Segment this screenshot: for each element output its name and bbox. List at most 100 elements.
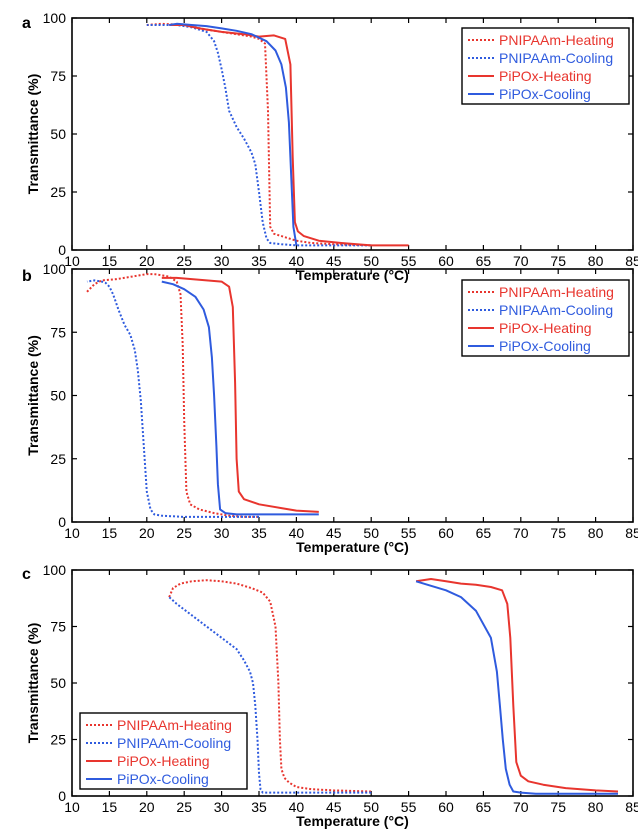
x-tick-label: 60 <box>438 525 454 541</box>
x-tick-label: 35 <box>251 525 267 541</box>
series-line-pnipaam-heating <box>146 22 372 247</box>
x-tick-label: 75 <box>550 525 566 541</box>
y-tick-label: 25 <box>50 184 66 200</box>
y-tick-label: 50 <box>50 126 66 142</box>
panel-label: b <box>22 268 32 285</box>
x-tick-label: 80 <box>588 525 604 541</box>
y-tick-label: 100 <box>43 261 67 277</box>
y-tick-label: 100 <box>43 10 67 26</box>
x-tick-label: 55 <box>401 253 417 269</box>
x-tick-label: 70 <box>513 525 529 541</box>
series-line-pnipaam-heating <box>168 579 372 793</box>
x-tick-label: 15 <box>102 253 118 269</box>
x-tick-label: 20 <box>139 525 155 541</box>
legend-entry: PiPOx-Heating <box>499 320 592 336</box>
y-tick-label: 0 <box>58 514 66 530</box>
x-tick-label: 30 <box>214 525 230 541</box>
x-tick-label: 10 <box>64 525 80 541</box>
series-line-pipox-heating <box>415 578 619 793</box>
x-tick-label: 65 <box>476 525 492 541</box>
legend-entry: PiPOx-Cooling <box>117 771 209 787</box>
x-tick-label: 75 <box>550 253 566 269</box>
panel-a: a 10 15 20 25 30 35 40 45 50 55 60 65 70 75 80 85 0 25 50 75… <box>22 10 638 283</box>
x-tick-label: 60 <box>438 799 454 815</box>
y-tick-label: 0 <box>58 788 66 804</box>
series-line-pnipaam-cooling <box>146 24 372 247</box>
y-tick-label: 75 <box>50 68 66 84</box>
y-tick-label: 25 <box>50 732 66 748</box>
panel-b: b 10 15 20 25 30 35 40 45 50 55 60 65 70 75 80 85 0 25 50 75… <box>22 261 638 555</box>
x-axis-label: Temperature (°C) <box>296 267 409 283</box>
series-line-pipox-heating <box>161 276 319 513</box>
x-tick-label: 40 <box>289 253 305 269</box>
x-tick-label: 30 <box>214 253 230 269</box>
x-tick-label: 55 <box>401 799 417 815</box>
x-tick-label: 60 <box>438 253 454 269</box>
x-tick-label: 70 <box>513 799 529 815</box>
x-tick-label: 85 <box>625 799 638 815</box>
y-axis-label: Transmittance (%) <box>25 74 41 195</box>
x-tick-label: 35 <box>251 799 267 815</box>
series-line-pipox-cooling <box>169 22 298 246</box>
series-line-pipox-heating <box>169 24 409 247</box>
x-tick-label: 55 <box>401 525 417 541</box>
y-tick-label: 25 <box>50 451 66 467</box>
x-tick-label: 25 <box>176 525 192 541</box>
y-axis-label: Transmittance (%) <box>25 623 41 744</box>
y-axis-label: Transmittance (%) <box>25 335 41 456</box>
x-tick-label: 15 <box>102 525 118 541</box>
x-axis-label: Temperature (°C) <box>296 813 409 829</box>
legend-entry: PiPOx-Heating <box>499 68 592 84</box>
x-tick-label: 65 <box>476 253 492 269</box>
x-tick-label: 40 <box>289 799 305 815</box>
legend-entry: PiPOx-Cooling <box>499 338 591 354</box>
x-tick-label: 65 <box>476 799 492 815</box>
x-tick-label: 25 <box>176 799 192 815</box>
x-tick-label: 10 <box>64 253 80 269</box>
y-tick-label: 50 <box>50 388 66 404</box>
x-tick-label: 45 <box>326 253 342 269</box>
x-tick-label: 85 <box>625 253 638 269</box>
x-tick-label: 45 <box>326 525 342 541</box>
x-tick-label: 75 <box>550 799 566 815</box>
series-line-pnipaam-heating <box>86 273 259 518</box>
legend-entry: PiPOx-Heating <box>117 753 210 769</box>
x-tick-label: 70 <box>513 253 529 269</box>
y-tick-label: 0 <box>58 242 66 258</box>
x-tick-label: 20 <box>139 253 155 269</box>
legend-entry: PNIPAAm-Cooling <box>499 302 613 318</box>
legend-entry: PNIPAAm-Heating <box>117 717 232 733</box>
y-tick-label: 50 <box>50 675 66 691</box>
panel-c: c 10 15 20 25 30 35 40 45 50 55 60 65 70 75 80 85 0 25 50 75… <box>22 562 638 829</box>
series-line-pipox-cooling <box>161 280 319 516</box>
x-tick-label: 85 <box>625 525 638 541</box>
legend: PNIPAAm-Heating PNIPAAm-Cooling PiPOx-Heat… <box>461 27 630 105</box>
x-tick-label: 35 <box>251 253 267 269</box>
legend-entry: PNIPAAm-Heating <box>499 284 614 300</box>
x-tick-label: 30 <box>214 799 230 815</box>
legend: PNIPAAm-Heating PNIPAAm-Cooling PiPOx-Heat… <box>461 279 630 357</box>
legend-entry: PNIPAAm-Heating <box>499 32 614 48</box>
x-tick-label: 40 <box>289 525 305 541</box>
panel-label: a <box>22 15 31 32</box>
legend: PNIPAAm-Heating PNIPAAm-Cooling PiPOx-Heat… <box>79 712 248 790</box>
series-line-pipox-cooling <box>415 580 618 795</box>
x-tick-label: 20 <box>139 799 155 815</box>
x-tick-label: 80 <box>588 253 604 269</box>
x-tick-label: 10 <box>64 799 80 815</box>
legend-entry: PiPOx-Cooling <box>499 86 591 102</box>
x-tick-label: 50 <box>363 525 379 541</box>
y-tick-label: 75 <box>50 619 66 635</box>
x-tick-label: 80 <box>588 799 604 815</box>
x-tick-label: 15 <box>102 799 118 815</box>
y-tick-label: 100 <box>43 562 67 578</box>
x-tick-label: 45 <box>326 799 342 815</box>
panel-label: c <box>22 566 31 583</box>
x-tick-label: 25 <box>176 253 192 269</box>
series-line-pnipaam-cooling <box>168 596 372 794</box>
legend-entry: PNIPAAm-Cooling <box>499 50 613 66</box>
y-tick-label: 75 <box>50 324 66 340</box>
x-tick-label: 50 <box>363 253 379 269</box>
x-axis-label: Temperature (°C) <box>296 539 409 555</box>
